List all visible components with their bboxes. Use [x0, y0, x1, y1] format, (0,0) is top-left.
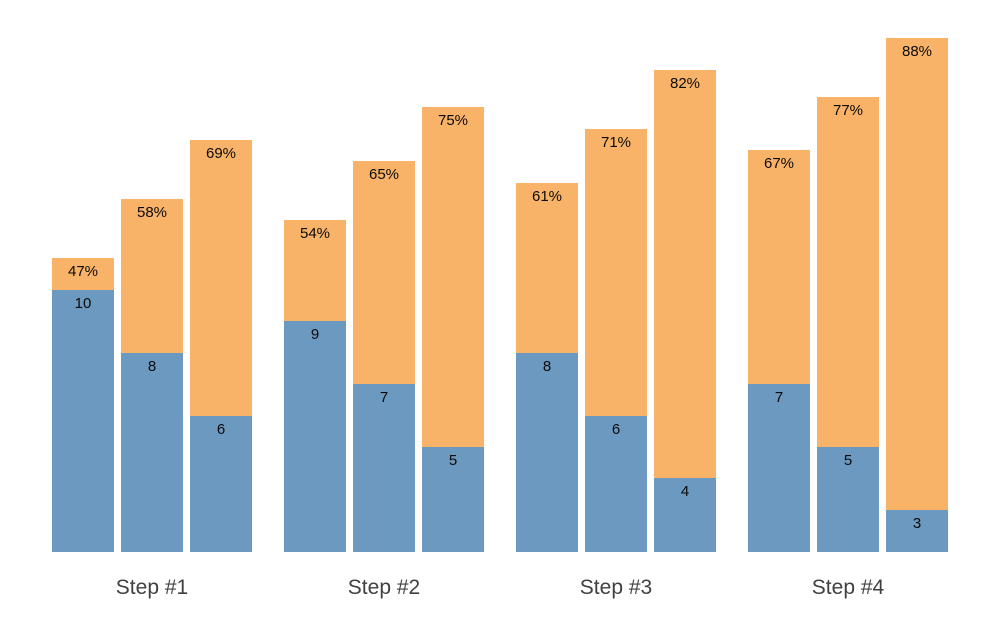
bar-pct-label: 88%	[901, 43, 933, 60]
bar-bottom-segment: 7	[353, 384, 415, 552]
bar-top-segment: 58%	[121, 199, 183, 353]
bar-value-label: 4	[680, 483, 690, 500]
bar-bottom-segment: 6	[585, 416, 647, 552]
bar-pct-label: 77%	[832, 102, 864, 119]
bar-bottom-segment: 9	[284, 321, 346, 552]
bar-group1-1: 47% 10	[52, 258, 114, 552]
bar-value-label: 6	[216, 421, 226, 438]
bar-group3-2: 71% 6	[585, 129, 647, 552]
bar-bottom-segment: 4	[654, 478, 716, 552]
bar-pct-label: 82%	[669, 75, 701, 92]
bar-group2-1: 54% 9	[284, 220, 346, 552]
bar-pct-label: 65%	[368, 166, 400, 183]
bar-top-segment: 77%	[817, 97, 879, 447]
bar-top-segment: 82%	[654, 70, 716, 478]
bar-top-segment: 47%	[52, 258, 114, 290]
bar-value-label: 10	[74, 295, 92, 312]
bar-bottom-segment: 7	[748, 384, 810, 552]
bar-bottom-segment: 5	[422, 447, 484, 552]
bar-group4-1: 67% 7	[748, 150, 810, 552]
bar-top-segment: 61%	[516, 183, 578, 353]
bar-top-segment: 54%	[284, 220, 346, 321]
bar-top-segment: 69%	[190, 140, 252, 416]
bar-bottom-segment: 5	[817, 447, 879, 552]
bar-pct-label: 67%	[763, 155, 795, 172]
bar-value-label: 5	[448, 452, 458, 469]
category-label: Step #4	[811, 576, 885, 599]
bar-pct-label: 69%	[205, 145, 237, 162]
bar-value-label: 7	[379, 389, 389, 406]
bar-group3-1: 61% 8	[516, 183, 578, 552]
bar-value-label: 6	[611, 421, 621, 438]
category-label: Step #3	[579, 576, 653, 599]
bar-pct-label: 47%	[67, 263, 99, 280]
bar-value-label: 5	[843, 452, 853, 469]
bar-group4-2: 77% 5	[817, 97, 879, 552]
bar-group2-3: 75% 5	[422, 107, 484, 552]
bar-value-label: 8	[542, 358, 552, 375]
bar-group4-3: 88% 3	[886, 38, 948, 552]
category-label: Step #1	[115, 576, 189, 599]
bar-value-label: 7	[774, 389, 784, 406]
bar-pct-label: 71%	[600, 134, 632, 151]
bar-top-segment: 75%	[422, 107, 484, 447]
bar-group2-2: 65% 7	[353, 161, 415, 552]
bar-pct-label: 61%	[531, 188, 563, 205]
bar-top-segment: 67%	[748, 150, 810, 384]
bar-group1-3: 69% 6	[190, 140, 252, 552]
bar-bottom-segment: 8	[516, 353, 578, 552]
bar-pct-label: 58%	[136, 204, 168, 221]
bar-value-label: 9	[310, 326, 320, 343]
bar-group1-2: 58% 8	[121, 199, 183, 552]
bar-group3-3: 82% 4	[654, 70, 716, 552]
bar-value-label: 8	[147, 358, 157, 375]
bar-bottom-segment: 3	[886, 510, 948, 552]
bar-pct-label: 54%	[299, 225, 331, 242]
bar-value-label: 3	[912, 515, 922, 532]
bar-top-segment: 88%	[886, 38, 948, 510]
category-label: Step #2	[347, 576, 421, 599]
bar-bottom-segment: 10	[52, 290, 114, 552]
bar-pct-label: 75%	[437, 112, 469, 129]
bar-bottom-segment: 8	[121, 353, 183, 552]
bar-top-segment: 71%	[585, 129, 647, 416]
bar-bottom-segment: 6	[190, 416, 252, 552]
bar-top-segment: 65%	[353, 161, 415, 384]
